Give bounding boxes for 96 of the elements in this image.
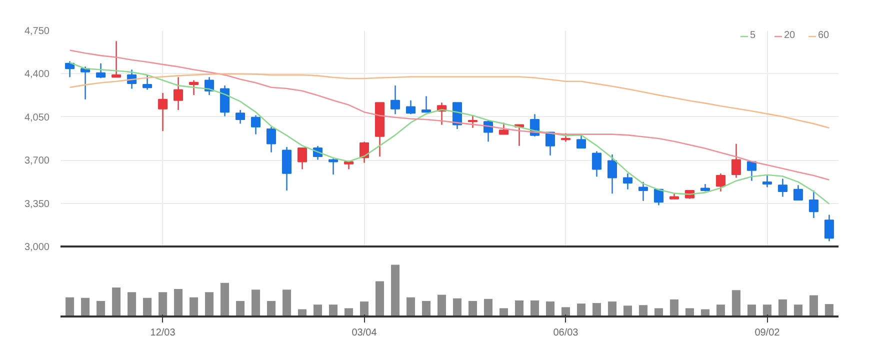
y-tick-label: 3,350 — [24, 198, 50, 210]
bar — [158, 292, 168, 316]
bar — [360, 301, 369, 316]
line-series — [69, 73, 830, 129]
line-series — [69, 50, 830, 180]
bar — [437, 294, 446, 316]
candlestick — [716, 172, 726, 192]
candlestick — [824, 214, 834, 242]
candlestick — [622, 172, 632, 190]
x-tick-label: 03/04 — [352, 328, 378, 338]
bar — [732, 290, 740, 316]
y-tick-label: 3,700 — [24, 156, 50, 167]
bar — [143, 298, 152, 316]
candlestick — [545, 132, 555, 156]
candlestick — [498, 122, 509, 135]
bar — [205, 292, 214, 316]
candlestick — [762, 174, 772, 188]
bar — [546, 301, 554, 316]
bar — [267, 300, 276, 316]
bar — [406, 297, 416, 316]
bar — [638, 305, 648, 316]
y-tick-label: 3,000 — [24, 242, 50, 253]
bar — [484, 298, 493, 316]
bar — [422, 300, 431, 316]
candlestick — [778, 178, 788, 198]
candlestick — [406, 100, 416, 115]
candlestick — [576, 134, 586, 149]
candlestick — [112, 40, 122, 78]
candlestick — [421, 96, 432, 113]
candlestick — [236, 109, 246, 124]
legend-label: 60 — [818, 30, 830, 41]
legend-label: 20 — [784, 30, 796, 41]
candlestick — [142, 74, 152, 90]
bar — [452, 298, 462, 316]
candlestick — [654, 188, 664, 206]
candlestick — [96, 62, 106, 79]
bar — [592, 303, 601, 316]
x-tick-label: 09/02 — [754, 328, 780, 338]
bar — [623, 306, 632, 316]
candlestick — [731, 143, 741, 178]
bar — [252, 290, 260, 316]
bar — [468, 300, 478, 316]
candlestick — [220, 84, 230, 117]
legend-label: 5 — [750, 30, 757, 41]
candlestick — [328, 158, 338, 176]
candlestick — [468, 114, 478, 128]
candlestick — [592, 150, 602, 178]
bar — [514, 300, 524, 316]
bar — [190, 297, 198, 316]
candlestick — [158, 92, 168, 132]
bar — [747, 304, 756, 316]
bar — [685, 308, 694, 316]
y-tick-label: 4,400 — [24, 69, 50, 80]
bar — [66, 297, 74, 316]
bar — [576, 304, 586, 316]
bar — [236, 300, 245, 316]
bar — [716, 304, 725, 316]
bar — [654, 308, 663, 316]
bar — [174, 289, 183, 316]
bar — [608, 301, 616, 316]
candlestick — [282, 146, 292, 192]
bar — [128, 292, 136, 316]
bar — [112, 288, 121, 316]
bar — [375, 281, 384, 316]
bar — [220, 282, 230, 316]
bar — [824, 304, 834, 316]
bar — [778, 299, 787, 316]
candlestick — [390, 84, 400, 115]
x-tick-label: 06/03 — [553, 328, 579, 338]
bar — [499, 308, 508, 316]
bar — [314, 304, 322, 316]
bar — [561, 307, 570, 316]
candlestick — [251, 114, 261, 135]
candlestick — [607, 154, 617, 194]
bar — [530, 300, 539, 316]
bar — [96, 300, 106, 316]
candlestick — [808, 190, 818, 219]
bar — [794, 304, 802, 316]
candlestick — [793, 184, 803, 201]
candlestick — [174, 76, 184, 111]
bar — [762, 304, 772, 316]
candlestick — [266, 126, 276, 153]
x-tick-label: 12/03 — [150, 328, 176, 338]
bar — [81, 298, 90, 316]
candlestick — [298, 147, 308, 170]
y-tick-label: 4,050 — [24, 112, 50, 124]
candlestick — [746, 161, 756, 182]
bar — [670, 299, 678, 316]
bar — [282, 290, 292, 316]
candlestick — [638, 181, 648, 202]
bar — [329, 304, 338, 316]
bar — [344, 308, 354, 316]
bar — [809, 295, 818, 316]
bar — [390, 264, 400, 316]
candlestick — [189, 80, 199, 96]
y-tick-label: 4,750 — [24, 26, 50, 37]
